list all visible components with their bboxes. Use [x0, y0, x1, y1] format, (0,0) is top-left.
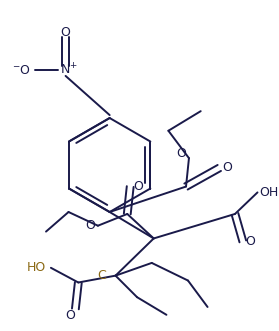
Text: O: O	[85, 219, 95, 232]
Text: OH: OH	[260, 186, 279, 199]
Text: O: O	[246, 235, 256, 248]
Text: O: O	[66, 309, 75, 322]
Text: N$^{+}$: N$^{+}$	[60, 62, 78, 78]
Text: O: O	[176, 147, 186, 160]
Text: O: O	[133, 180, 143, 193]
Text: O: O	[61, 26, 71, 39]
Text: HO: HO	[27, 261, 46, 274]
Text: $^{-}$O: $^{-}$O	[12, 64, 31, 76]
Text: C: C	[97, 269, 106, 282]
Text: O: O	[222, 162, 232, 174]
